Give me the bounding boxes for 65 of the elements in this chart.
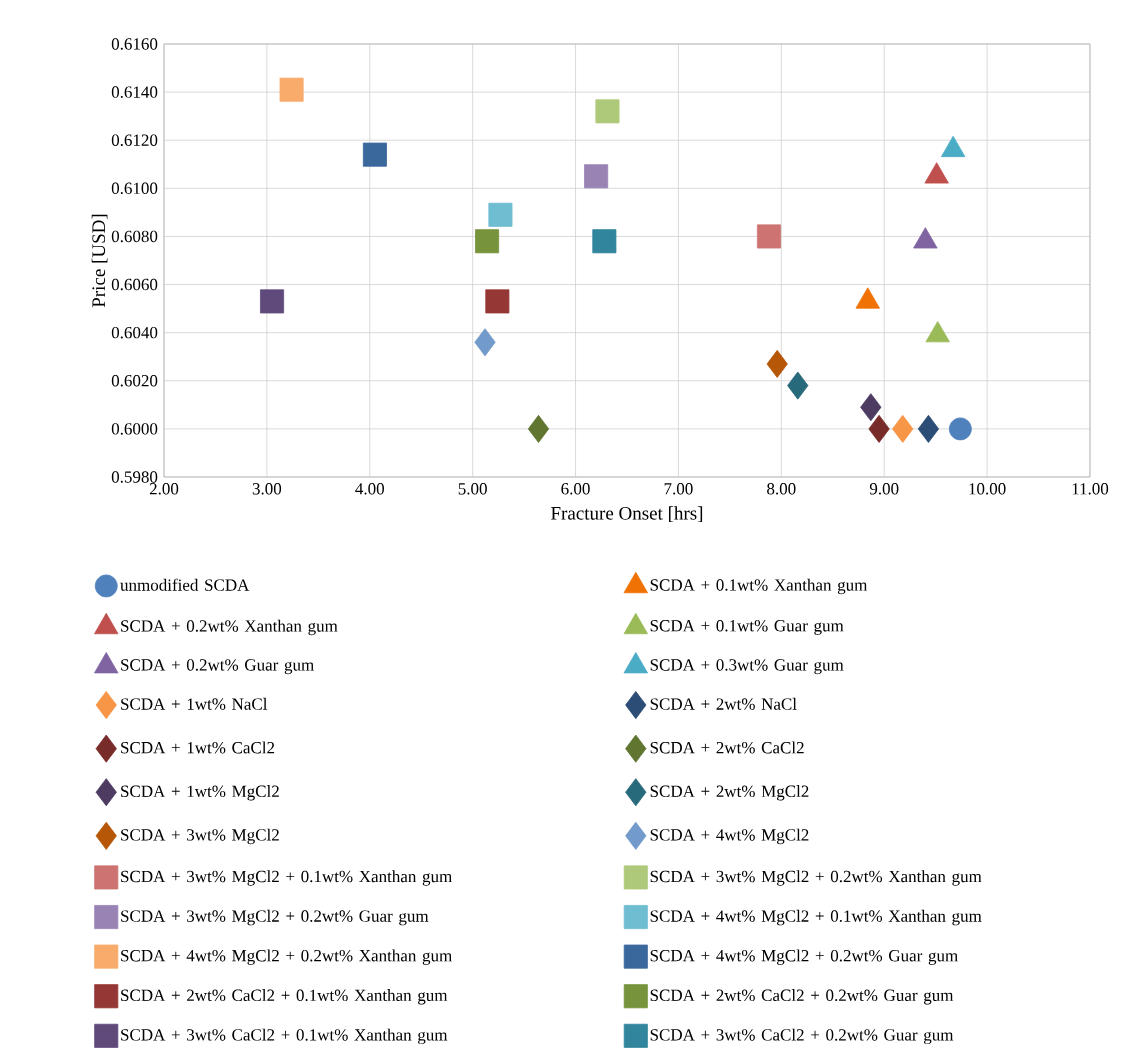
legend-label: SCDA + 1wt% CaCl2 [121, 741, 275, 754]
legend-label: SCDA + 2wt% CaCl2 + 0.1wt% Xanthan gum [121, 989, 448, 1005]
y-tick-label: 0.5980 [111, 471, 158, 483]
legend-label: SCDA + 3wt% MgCl2 [121, 828, 279, 845]
x-tick-label: 5.00 [458, 483, 487, 495]
legend-label: SCDA + 4wt% MgCl2 + 0.2wt% Guar gum [650, 949, 958, 965]
legend-label: SCDA + 2wt% NaCl [650, 697, 797, 710]
y-tick-label: 0.6000 [111, 423, 158, 435]
point [592, 229, 617, 254]
point [860, 393, 882, 422]
legend-label: SCDA + 4wt% MgCl2 + 0.2wt% Xanthan gum [121, 949, 452, 965]
legend-label: SCDA + 2wt% CaCl2 + 0.2wt% Guar gum [650, 989, 954, 1005]
legend-label: unmodified SCDA [120, 578, 250, 591]
legend-label: SCDA + 0.3wt% Guar gum [650, 659, 844, 675]
x-tick-label: 7.00 [664, 483, 693, 495]
point [868, 414, 890, 443]
x-tick-label: 10.00 [969, 483, 1006, 495]
legend-label: SCDA + 3wt% CaCl2 + 0.1wt% Xanthan gum [121, 1028, 448, 1045]
point [787, 371, 809, 400]
y-tick-label: 0.6080 [111, 230, 158, 243]
legend-label: SCDA + 1wt% MgCl2 [121, 785, 279, 801]
x-tick-label: 3.00 [252, 483, 282, 495]
y-tick-label: 0.6100 [111, 182, 158, 195]
legend-label: SCDA + 0.1wt% Xanthan gum [650, 578, 868, 595]
legend-label: SCDA + 0.2wt% Xanthan gum [121, 619, 338, 636]
legend-label: SCDA + 3wt% CaCl2 + 0.2wt% Guar gum [650, 1028, 954, 1045]
legend-label: SCDA + 3wt% MgCl2 + 0.2wt% Xanthan gum [650, 870, 982, 886]
y-axis-title: Price [USD] [91, 214, 108, 308]
x-axis-title: Fracture Onset [hrs] [551, 506, 703, 523]
point [474, 328, 496, 357]
y-tick-label: 0.6120 [111, 134, 158, 146]
x-tick-label: 2.00 [149, 483, 179, 495]
point [475, 229, 500, 254]
legend-label: SCDA + 4wt% MgCl2 + 0.1wt% Xanthan gum [650, 909, 982, 926]
legend-label: SCDA + 2wt% MgCl2 [650, 785, 809, 801]
point [260, 289, 285, 314]
legend-label: SCDA + 3wt% MgCl2 + 0.1wt% Xanthan gum [121, 870, 452, 886]
y-tick-label: 0.6060 [111, 278, 158, 291]
point [766, 349, 788, 378]
x-tick-label: 9.00 [869, 483, 899, 495]
y-tick-label: 0.6160 [111, 38, 158, 50]
legend-label: SCDA + 0.2wt% Guar gum [121, 659, 314, 675]
x-tick-label: 11.00 [1072, 483, 1109, 495]
point [756, 224, 781, 249]
x-tick-label: 6.00 [561, 483, 590, 495]
point [485, 289, 510, 314]
legend-label: SCDA + 0.1wt% Guar gum [650, 620, 844, 635]
y-tick-label: 0.6040 [111, 326, 158, 339]
legend-label: SCDA + 4wt% MgCl2 [650, 828, 809, 845]
y-tick-label: 0.6020 [111, 375, 158, 387]
legend-label: SCDA + 3wt% MgCl2 + 0.2wt% Guar gum [121, 909, 429, 926]
point [279, 77, 304, 102]
point [362, 142, 387, 167]
point [595, 99, 620, 124]
point [527, 414, 550, 443]
point [488, 202, 513, 227]
legend-label: SCDA + 2wt% CaCl2 [650, 741, 804, 754]
point [892, 414, 914, 443]
point [917, 414, 940, 443]
legend-label: SCDA + 1wt% NaCl [121, 697, 268, 710]
y-tick-label: 0.6140 [111, 86, 158, 98]
x-tick-label: 4.00 [355, 483, 384, 495]
point [584, 164, 609, 189]
x-tick-label: 8.00 [767, 483, 796, 495]
point [948, 417, 972, 441]
